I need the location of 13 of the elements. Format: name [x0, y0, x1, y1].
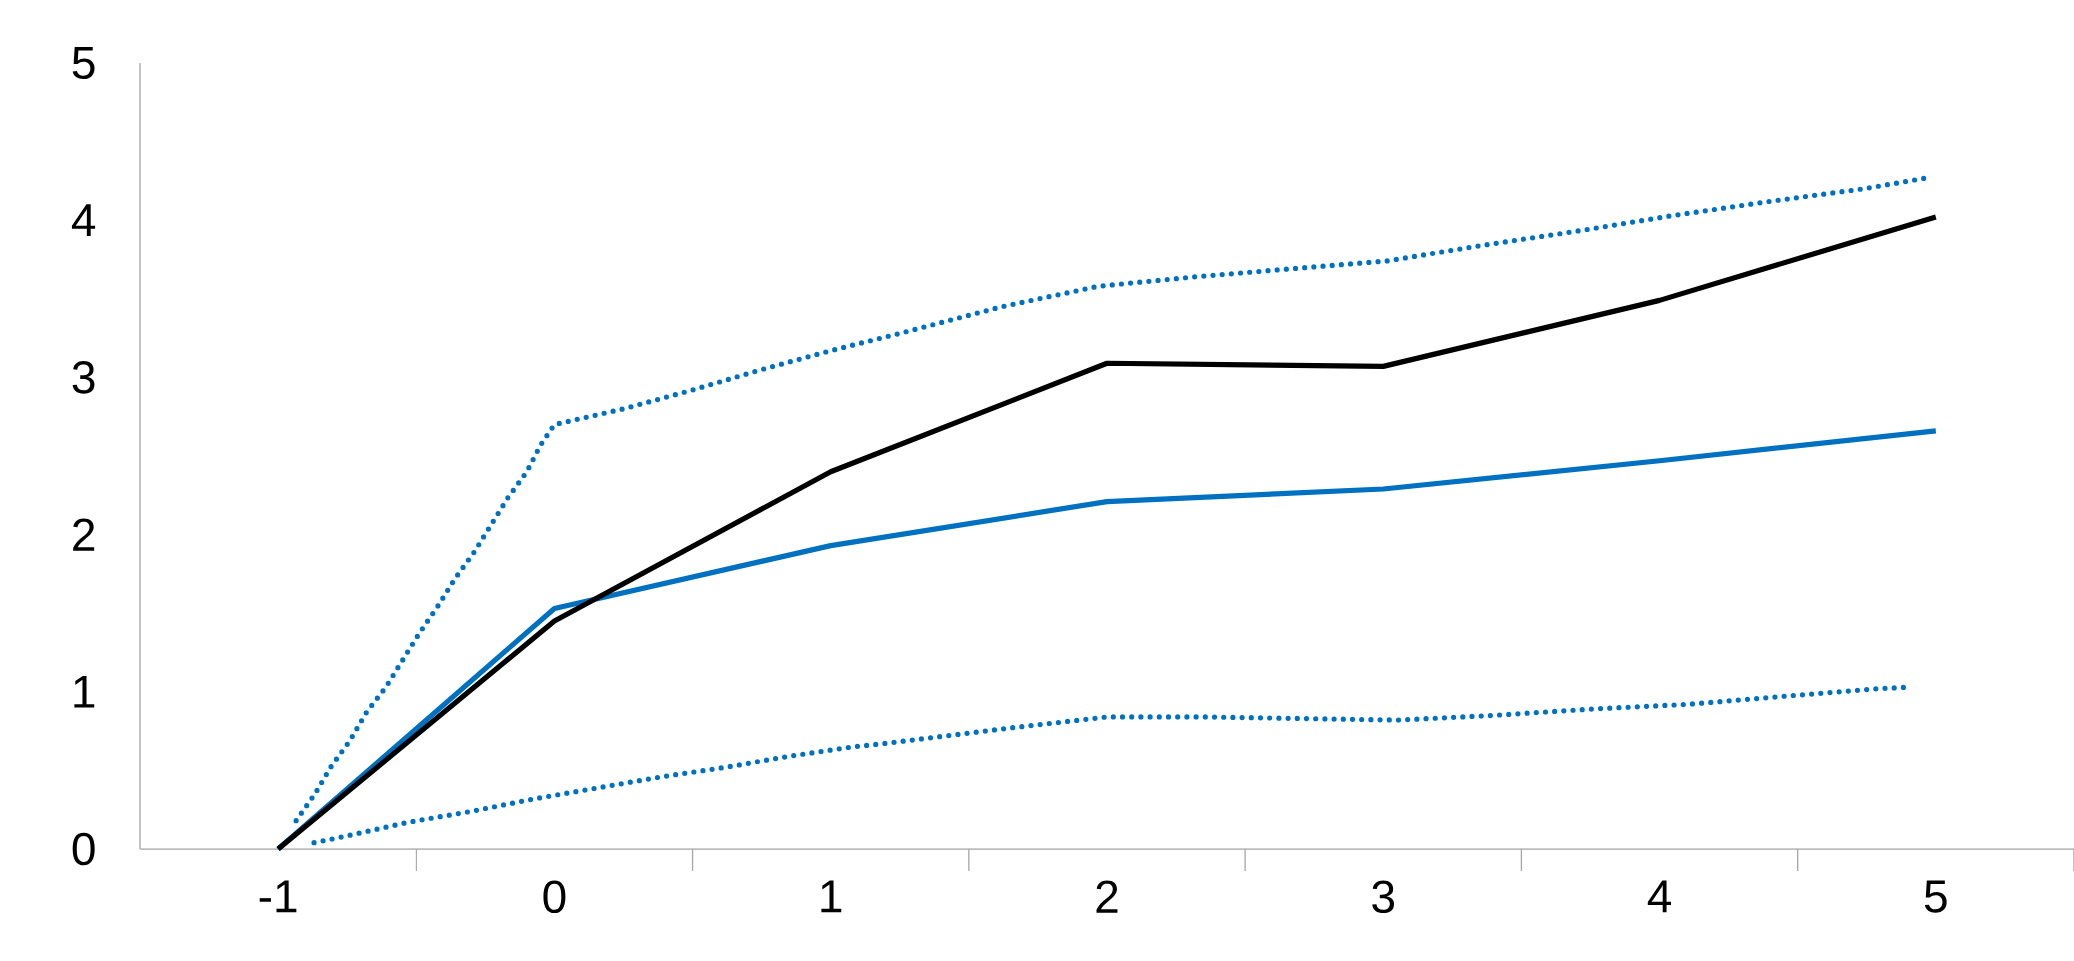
x-tick-label: 3	[1372, 880, 1395, 914]
x-tick-label: 2	[1096, 880, 1118, 913]
x-tick-label: 0	[543, 880, 566, 914]
y-tick-label: 0	[72, 832, 95, 866]
y-tick-label: 2	[73, 518, 95, 551]
x-tick-label: 5	[1924, 880, 1947, 913]
x-tick-label: 1	[821, 880, 842, 913]
y-tick-label: 5	[72, 46, 95, 80]
y-tick-label: 1	[74, 675, 95, 708]
x-tick-label: -1	[259, 880, 297, 913]
y-tick-label: 4	[71, 204, 96, 237]
x-tick-label: 4	[1647, 880, 1671, 913]
y-tick-label: 3	[72, 361, 95, 394]
